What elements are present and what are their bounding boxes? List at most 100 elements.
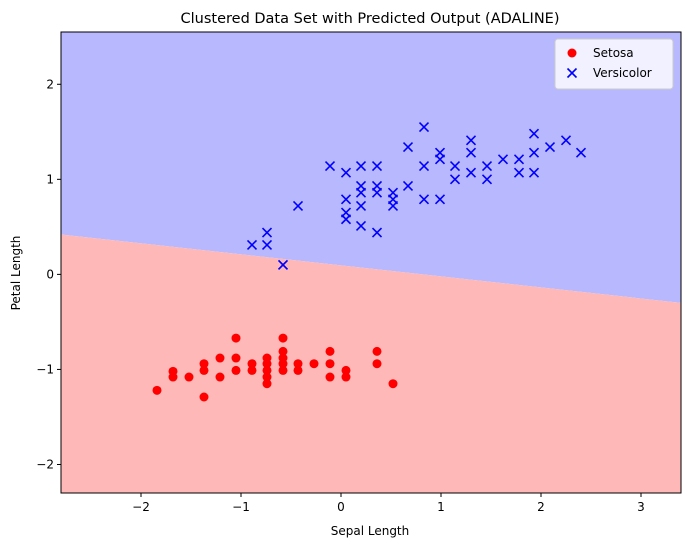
y-tick-label: 1	[46, 172, 54, 186]
versicolor-point	[371, 227, 383, 238]
versicolor-point	[261, 239, 273, 250]
x-tick-label: 0	[337, 500, 345, 514]
setosa-point	[293, 365, 303, 375]
x-tick-label: −1	[232, 500, 250, 514]
setosa-point	[278, 365, 288, 375]
setosa-point	[309, 359, 319, 369]
y-tick-label: −2	[36, 457, 54, 471]
versicolor-point	[497, 154, 509, 165]
setosa-point	[278, 346, 288, 356]
versicolor-point	[575, 147, 587, 158]
chart-title: Clustered Data Set with Predicted Output…	[181, 11, 560, 27]
versicolor-point	[355, 220, 367, 231]
versicolor-point	[434, 194, 446, 205]
versicolor-point	[355, 200, 367, 212]
legend-marker-versicolor	[566, 67, 578, 79]
setosa-point	[278, 333, 288, 343]
versicolor-point	[481, 174, 493, 185]
versicolor-point	[418, 121, 430, 133]
versicolor-point	[465, 135, 477, 146]
x-axis-label: Sepal Length	[331, 524, 410, 538]
y-axis-label: Petal Length	[9, 236, 23, 311]
versicolor-point	[434, 147, 446, 158]
setosa-point	[168, 372, 178, 382]
setosa-point	[372, 359, 382, 369]
versicolor-point	[465, 147, 477, 158]
versicolor-point	[402, 141, 414, 153]
versicolor-point	[324, 160, 336, 172]
setosa-point	[199, 392, 209, 402]
versicolor-point	[544, 141, 556, 153]
setosa-point	[388, 379, 398, 389]
setosa-point	[231, 353, 241, 363]
setosa-point	[325, 359, 335, 369]
legend-marker-setosa	[567, 48, 577, 58]
versicolor-point	[560, 135, 572, 146]
versicolor-point	[528, 167, 540, 178]
legend-label: Versicolor	[593, 66, 652, 80]
legend-box	[554, 38, 674, 90]
y-axis-ticks: −2 −1 0 1 2	[36, 77, 61, 471]
setosa-point	[231, 333, 241, 343]
versicolor-point	[355, 160, 367, 172]
versicolor-point	[528, 128, 540, 139]
y-tick-label: −1	[36, 362, 54, 376]
versicolor-point	[371, 160, 383, 172]
decision-region-versicolor	[61, 32, 681, 303]
setosa-point	[152, 385, 162, 395]
versicolor-point	[481, 160, 493, 172]
versicolor-point	[246, 239, 258, 250]
setosa-point	[199, 365, 209, 375]
versicolor-point	[340, 194, 352, 205]
data-points	[152, 121, 587, 402]
versicolor-point	[371, 180, 383, 192]
x-tick-label: −2	[132, 500, 150, 514]
legend: Setosa Versicolor	[554, 38, 674, 90]
setosa-point	[262, 359, 272, 369]
setosa-point	[262, 379, 272, 389]
versicolor-point	[528, 147, 540, 158]
setosa-point	[341, 365, 351, 375]
setosa-point	[247, 359, 257, 369]
y-tick-label: 0	[46, 267, 54, 281]
legend-label: Setosa	[593, 46, 634, 60]
x-tick-label: 1	[437, 500, 445, 514]
setosa-point	[262, 372, 272, 382]
versicolor-point	[340, 207, 352, 218]
versicolor-point	[449, 160, 461, 172]
y-tick-label: 2	[46, 77, 54, 91]
versicolor-point	[277, 259, 289, 270]
versicolor-point	[340, 167, 352, 178]
setosa-point	[215, 372, 225, 382]
setosa-point	[184, 372, 194, 382]
setosa-point	[278, 359, 288, 369]
setosa-point	[325, 346, 335, 356]
versicolor-point	[418, 194, 430, 205]
setosa-point	[341, 372, 351, 382]
x-tick-label: 2	[537, 500, 545, 514]
setosa-point	[372, 346, 382, 356]
versicolor-point	[465, 167, 477, 178]
setosa-point	[262, 365, 272, 375]
setosa-point	[325, 372, 335, 382]
setosa-point	[293, 359, 303, 369]
plot-area	[60, 31, 682, 494]
setosa-point	[231, 365, 241, 375]
versicolor-point	[513, 167, 525, 178]
versicolor-point	[261, 227, 273, 238]
decision-region-setosa	[61, 234, 681, 494]
setosa-point	[215, 353, 225, 363]
versicolor-point	[292, 200, 304, 212]
versicolor-point	[402, 180, 414, 192]
setosa-point	[199, 359, 209, 369]
versicolor-point	[449, 174, 461, 185]
x-tick-label: 3	[637, 500, 645, 514]
versicolor-point	[418, 160, 430, 172]
setosa-point	[247, 365, 257, 375]
versicolor-point	[355, 180, 367, 192]
plot-frame	[60, 31, 682, 494]
versicolor-point	[513, 154, 525, 165]
x-axis-ticks: −2 −1 0 1 2 3	[132, 493, 645, 514]
versicolor-point	[387, 187, 399, 198]
